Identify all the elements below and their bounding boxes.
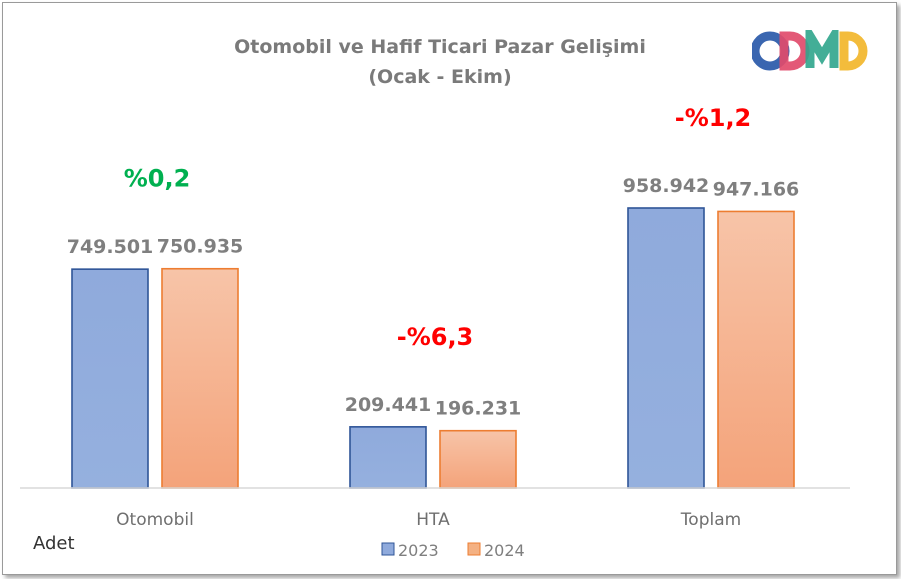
odmd-logo <box>752 30 868 71</box>
category-label-otomobil: Otomobil <box>116 510 194 530</box>
logo-m-shape <box>805 30 839 68</box>
legend-label-2023: 2023 <box>398 541 439 560</box>
category-labels-layer: Otomobil HTA Toplam <box>116 510 741 530</box>
value-label-2023-otomobil: 749.501 <box>67 236 154 258</box>
category-label-hta: HTA <box>416 510 450 530</box>
change-label-hta: -%6,3 <box>397 323 474 351</box>
value-label-2024-toplam: 947.166 <box>713 178 800 200</box>
change-labels-layer: %0,2 -%6,3 -%1,2 <box>124 104 752 351</box>
bar-2024-toplam <box>717 210 795 489</box>
chart-title-line2: (Ocak - Ekim) <box>368 66 511 88</box>
unit-label: Adet <box>33 533 75 554</box>
legend: 2023 2024 <box>381 541 525 560</box>
bar-2023-otomobil <box>71 268 149 489</box>
legend-swatch-2024 <box>467 542 481 556</box>
value-label-2024-otomobil: 750.935 <box>157 236 244 258</box>
bars-layer <box>71 207 795 489</box>
bar-2024-otomobil <box>161 267 239 489</box>
change-label-toplam: -%1,2 <box>675 104 752 132</box>
bar-2024-hta <box>439 429 517 489</box>
value-label-2023-toplam: 958.942 <box>623 175 710 197</box>
bar-2023-hta <box>349 426 427 489</box>
value-labels-layer: 749.501 750.935 209.441 196.231 958.942 947.1… <box>67 175 800 420</box>
category-label-toplam: Toplam <box>680 510 741 530</box>
legend-swatch-2023 <box>381 542 395 556</box>
value-label-2024-hta: 196.231 <box>435 398 522 420</box>
value-label-2023-hta: 209.441 <box>345 394 432 416</box>
bar-2023-toplam <box>627 207 705 489</box>
logo-d2-shape <box>839 31 868 71</box>
chart-title-line1: Otomobil ve Hafif Ticari Pazar Gelişimi <box>234 36 646 58</box>
change-label-otomobil: %0,2 <box>124 165 191 193</box>
logo-d-shape <box>779 31 810 71</box>
legend-label-2024: 2024 <box>484 541 525 560</box>
